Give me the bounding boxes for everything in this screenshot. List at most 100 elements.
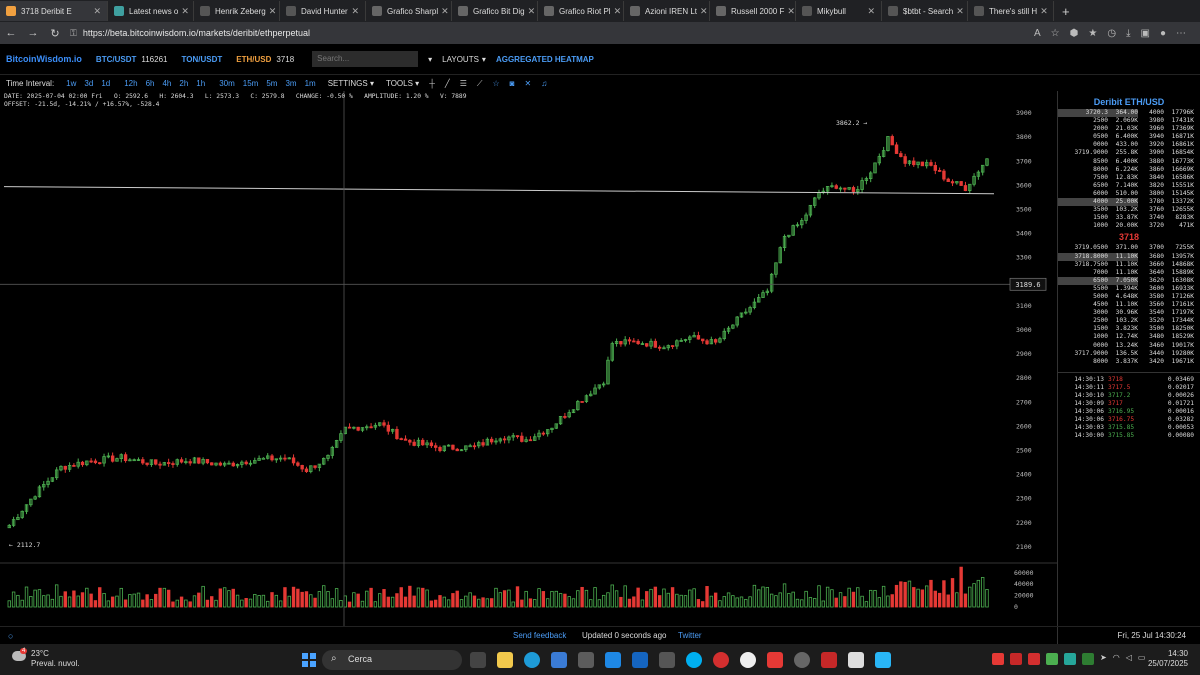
close-tab-icon[interactable]: ✕	[613, 5, 622, 16]
settings-menu[interactable]: SETTINGS ▾	[327, 79, 374, 88]
tray-app-icon-2[interactable]	[1010, 653, 1022, 665]
interval-1d[interactable]: 1d	[101, 79, 111, 88]
task-view-icon[interactable]	[470, 652, 486, 668]
tools-menu[interactable]: TOOLS ▾	[385, 79, 420, 88]
app-icon-5[interactable]	[578, 652, 594, 668]
app-icon-10[interactable]	[713, 652, 729, 668]
edge-browser-icon[interactable]	[524, 652, 540, 668]
close-tab-icon[interactable]: ✕	[956, 5, 964, 16]
close-tab-icon[interactable]: ✕	[268, 5, 277, 16]
line-tool-icon[interactable]: ╱	[444, 79, 450, 88]
skype-icon[interactable]	[686, 652, 702, 668]
browser-tab[interactable]: There's still H ✕	[968, 1, 1054, 21]
pair-eth[interactable]: ETH/USD 3718	[236, 55, 294, 64]
price-chart[interactable]: 2100 2200 2300 2400 2500 2600 2700 2800 2900 3000…	[0, 91, 1057, 626]
close-tab-icon[interactable]: ✕	[527, 5, 536, 16]
browser-tab[interactable]: Latest news o ✕	[108, 1, 194, 21]
tray-app-icon-3[interactable]	[1028, 653, 1040, 665]
interval-4h[interactable]: 4h	[162, 79, 172, 88]
interval-3d[interactable]: 3d	[84, 79, 94, 88]
app-icon-16[interactable]	[875, 652, 891, 668]
interval-15m[interactable]: 15m	[242, 79, 259, 88]
fullscreen-icon[interactable]: ✕	[524, 79, 532, 88]
send-feedback-link[interactable]: Send feedback	[513, 631, 567, 640]
fib-tool-icon[interactable]: ⟋	[476, 78, 483, 88]
start-button[interactable]	[302, 653, 316, 667]
taskbar-clock[interactable]: 14:30 25/07/2025	[1148, 649, 1188, 669]
close-tab-icon[interactable]: ✕	[93, 5, 101, 16]
collections-icon[interactable]: ▣	[1140, 27, 1150, 39]
taskbar-search[interactable]: ⌕ Cerca	[322, 650, 462, 670]
favorites-icon[interactable]: ★	[1088, 27, 1098, 39]
read-aloud-icon[interactable]: A	[1034, 27, 1041, 39]
weather-widget[interactable]: 23°C Preval. nuvol.	[31, 649, 79, 669]
new-tab-icon[interactable]: +	[1062, 3, 1070, 19]
app-icon-11[interactable]	[740, 652, 756, 668]
tray-app-icon-1[interactable]	[992, 653, 1004, 665]
tray-app-icon-6[interactable]	[1082, 653, 1094, 665]
browser-tab[interactable]: David Hunter ✕	[280, 1, 366, 21]
app-icon-14[interactable]	[821, 652, 837, 668]
interval-1w[interactable]: 1w	[66, 79, 77, 88]
favorite-star-icon[interactable]: ☆	[1050, 27, 1060, 39]
interval-12h[interactable]: 12h	[124, 79, 138, 88]
browser-tab[interactable]: Russell 2000 F ✕	[710, 1, 796, 21]
tray-app-icon-5[interactable]	[1064, 653, 1076, 665]
browser-tab[interactable]: Grafico Sharpl ✕	[366, 1, 452, 21]
interval-1h[interactable]: 1h	[196, 79, 206, 88]
interval-2h[interactable]: 2h	[179, 79, 189, 88]
browser-tab[interactable]: Azioni IREN Lt ✕	[624, 1, 710, 21]
settings-gear-icon[interactable]	[794, 652, 810, 668]
pair-btc[interactable]: BTC/USDT 116261	[96, 55, 168, 64]
star-icon[interactable]: ☆	[492, 79, 500, 88]
browser-tab[interactable]: 3718 Deribit E ✕	[0, 1, 108, 21]
bell-icon[interactable]: ♫	[541, 79, 548, 88]
interval-3m[interactable]: 3m	[285, 79, 297, 88]
twitter-link[interactable]: Twitter	[678, 631, 702, 640]
calendar-icon[interactable]	[632, 652, 648, 668]
site-logo[interactable]: BitcoinWisdom.io	[6, 54, 82, 64]
browser-tab[interactable]: Henrik Zeberg ✕	[194, 1, 280, 21]
interval-1m[interactable]: 1m	[304, 79, 316, 88]
weather-icon[interactable]	[12, 651, 26, 661]
close-tab-icon[interactable]: ✕	[867, 5, 875, 16]
tray-app-icon-4[interactable]	[1046, 653, 1058, 665]
browser-tab[interactable]: Mikybull ✕	[796, 1, 882, 21]
store-icon[interactable]	[551, 652, 567, 668]
close-tab-icon[interactable]: ✕	[181, 5, 189, 16]
reload-icon[interactable]: ↻	[50, 27, 60, 40]
extension-icon[interactable]: ⬢	[1069, 27, 1079, 39]
interval-30m[interactable]: 30m	[219, 79, 235, 88]
calculator-icon[interactable]	[659, 652, 675, 668]
pair-ton[interactable]: TON/USDT	[181, 55, 222, 64]
profile-icon[interactable]: ●	[1159, 27, 1166, 39]
history-icon[interactable]: ◷	[1107, 27, 1117, 39]
app-icon-12[interactable]	[767, 652, 783, 668]
url-field[interactable]: https://beta.bitcoinwisdom.io/markets/de…	[82, 28, 310, 38]
pair-search-input[interactable]: Search...	[312, 51, 419, 67]
close-tab-icon[interactable]: ✕	[441, 5, 449, 16]
search-dropdown-icon[interactable]: ▾	[428, 54, 433, 64]
notepad-icon[interactable]	[848, 652, 864, 668]
aggregated-heatmap-link[interactable]: AGGREGATED HEATMAP	[495, 54, 594, 64]
more-menu-icon[interactable]: ⋯	[1176, 27, 1186, 39]
volume-icon[interactable]: ◁	[1125, 653, 1132, 662]
camera-icon[interactable]: ◙	[509, 79, 515, 88]
browser-tab[interactable]: Grafico Bit Dig ✕	[452, 1, 538, 21]
layouts-menu[interactable]: LAYOUTS	[442, 54, 479, 64]
horizontal-lines-icon[interactable]: ☰	[459, 79, 467, 88]
battery-icon[interactable]: ▭	[1137, 653, 1146, 662]
close-tab-icon[interactable]: ✕	[700, 5, 708, 16]
browser-tab[interactable]: Grafico Riot Pl ✕	[538, 1, 624, 21]
download-icon[interactable]: ⤓	[1126, 27, 1131, 39]
interval-6h[interactable]: 6h	[145, 79, 155, 88]
file-explorer-icon[interactable]	[497, 652, 513, 668]
mail-icon[interactable]	[605, 652, 621, 668]
interval-5m[interactable]: 5m	[266, 79, 278, 88]
browser-tab[interactable]: $btbt - Search ✕	[882, 1, 968, 21]
close-tab-icon[interactable]: ✕	[351, 5, 359, 16]
close-tab-icon[interactable]: ✕	[1040, 5, 1048, 16]
back-icon[interactable]: ←	[5, 27, 17, 39]
tray-arrow-icon[interactable]: ➤	[1100, 653, 1107, 662]
wifi-icon[interactable]: ◠	[1112, 653, 1120, 662]
